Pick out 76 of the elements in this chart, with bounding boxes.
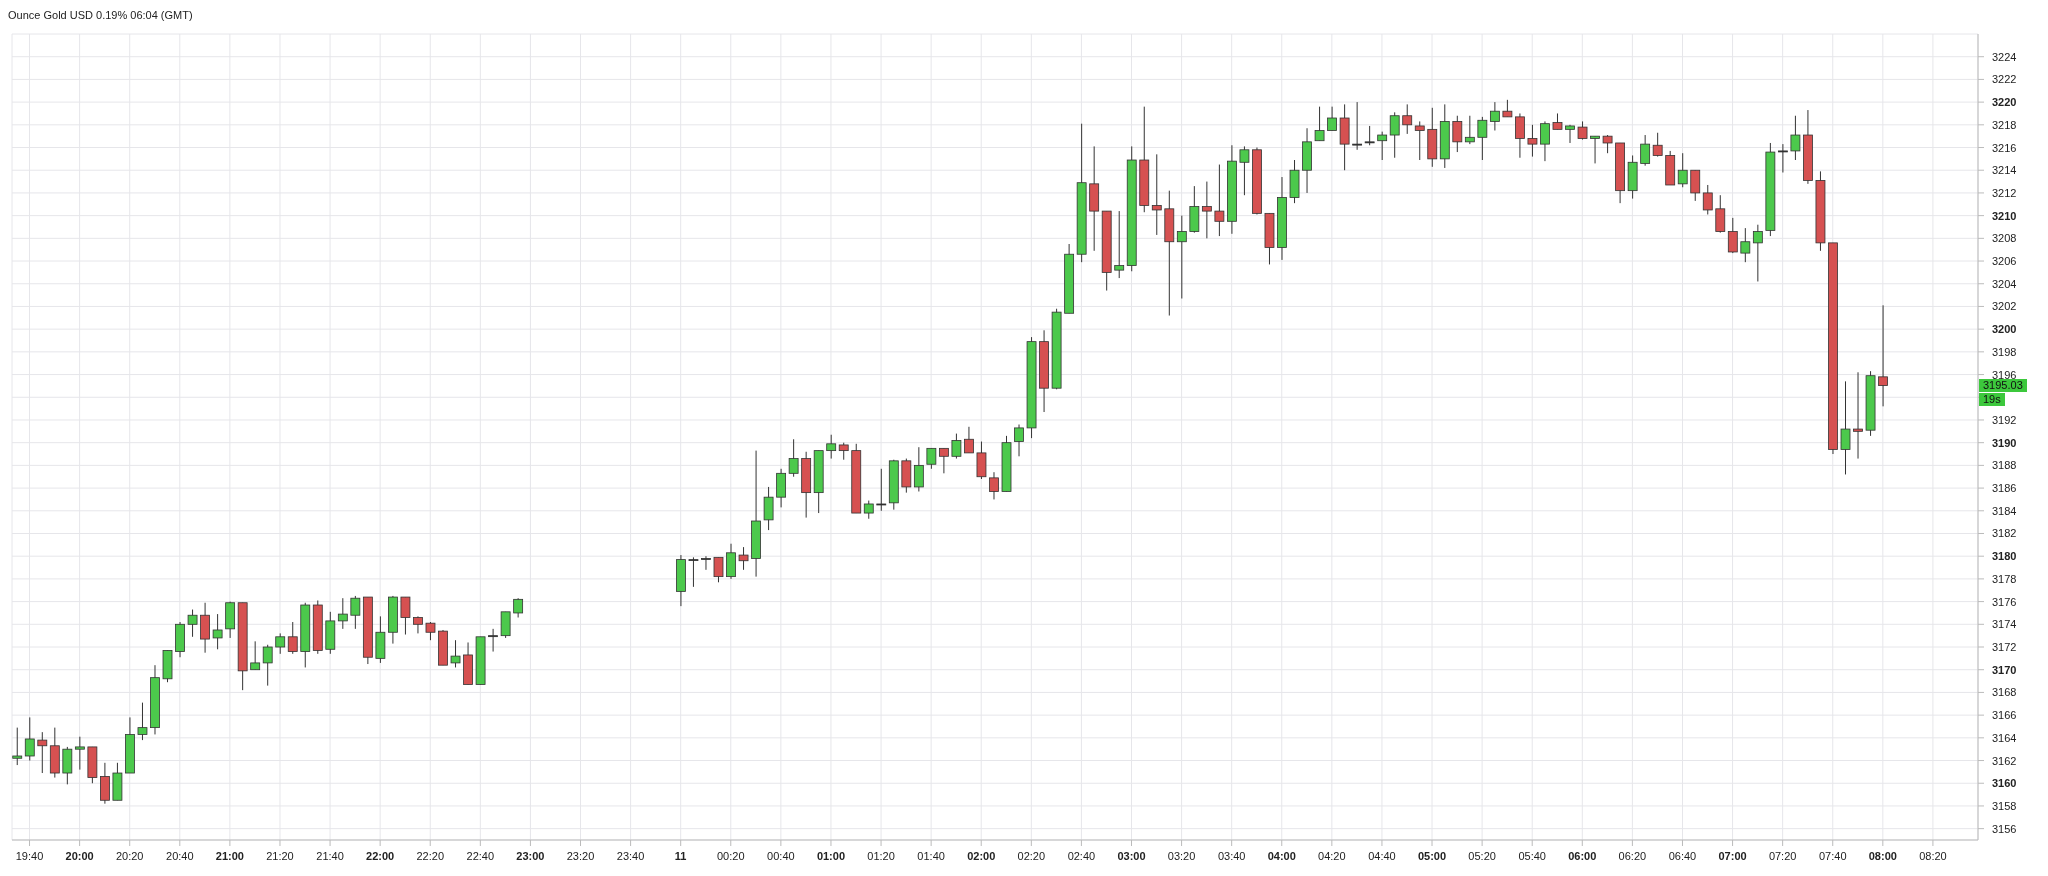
y-tick-label: 3168 [1992,686,2017,699]
x-tick-label: 20:40 [166,850,194,862]
x-tick-label: 21:20 [266,850,294,862]
x-tick-label: 08:20 [1919,850,1947,862]
y-tick-label: 3158 [1992,799,2017,812]
x-tick-label: 01:40 [917,850,945,862]
x-tick-label: 11 [674,850,687,862]
y-tick-label: 3174 [1992,618,2017,631]
x-tick-label: 20:20 [115,850,144,862]
x-tick-label: 07:40 [1818,850,1847,862]
x-tick-label: 03:40 [1217,850,1246,862]
x-tick-label: 06:20 [1618,850,1647,862]
x-tick-label: 03:20 [1167,850,1196,862]
y-tick-label: 3188 [1992,459,2017,472]
x-tick-label: 22:20 [416,850,445,862]
y-tick-label: 3200 [1992,323,2017,336]
y-tick-label: 3184 [1992,504,2017,517]
text: 3195.03 [1979,378,2027,392]
y-tick-label: 3190 [1992,436,2017,449]
y-tick-label: 3224 [1992,50,2017,63]
x-tick-label: 23:00 [516,850,545,862]
x-tick-label: 00:20 [717,850,745,862]
x-tick-label: 07:00 [1718,850,1747,862]
y-tick-label: 3172 [1992,641,2017,654]
y-tick-label: 3216 [1992,141,2017,154]
x-tick-label: 02:20 [1017,850,1046,862]
y-tick-label: 3156 [1992,822,2017,835]
x-tick-label: 04:00 [1267,850,1296,862]
x-tick-label: 02:00 [967,850,996,862]
x-tick-label: 19:40 [15,850,44,862]
x-tick-label: 00:40 [767,850,795,862]
y-tick-label: 3202 [1992,300,2017,313]
text: 19s [1979,392,2005,406]
y-tick-label: 3196 [1992,368,2017,381]
x-tick-label: 06:00 [1568,850,1597,862]
y-tick-label: 3162 [1992,754,2017,767]
x-tick-label: 08:00 [1868,850,1897,862]
x-tick-label: 04:40 [1368,850,1396,862]
x-tick-label: 22:00 [366,850,395,862]
x-tick-label: 23:20 [566,850,595,862]
x-tick-label: 22:40 [466,850,495,862]
y-tick-label: 3212 [1992,186,2017,199]
y-tick-label: 3176 [1992,595,2017,608]
y-tick-label: 3198 [1992,345,2017,358]
chart-title: Ounce Gold USD 0.19% 06:04 (GMT) [8,8,194,22]
x-tick-label: 05:40 [1518,850,1546,862]
x-tick-label: 20:00 [65,850,94,862]
x-tick-label: 03:00 [1117,850,1146,862]
y-tick-label: 3208 [1992,232,2017,245]
x-tick-label: 07:20 [1768,850,1797,862]
x-tick-label: 21:00 [215,850,244,862]
y-tick-label: 3160 [1992,777,2017,790]
y-tick-label: 3218 [1992,118,2017,131]
y-tick-label: 3210 [1992,209,2017,222]
y-tick-label: 3220 [1992,96,2017,109]
y-tick-label: 3214 [1992,164,2017,177]
x-tick-label: 02:40 [1067,850,1096,862]
x-tick-label: 04:20 [1318,850,1346,862]
y-tick-label: 3178 [1992,572,2017,585]
y-tick-label: 3192 [1992,413,2017,426]
y-tick-label: 3170 [1992,663,2017,676]
x-tick-label: 01:00 [816,850,846,862]
y-tick-label: 3166 [1992,709,2017,722]
x-tick-label: 21:40 [316,850,344,862]
y-tick-label: 3164 [1992,731,2017,744]
y-tick-label: 3180 [1992,550,2017,563]
y-tick-label: 3206 [1992,255,2017,268]
x-tick-label: 06:40 [1668,850,1697,862]
x-tick-label: 05:00 [1417,850,1447,862]
y-tick-label: 3186 [1992,482,2017,495]
x-tick-label: 05:20 [1468,850,1496,862]
x-tick-label: 23:40 [616,850,645,862]
y-tick-label: 3222 [1992,73,2017,86]
y-tick-label: 3204 [1992,277,2017,290]
y-tick-label: 3182 [1992,527,2017,540]
x-tick-label: 01:20 [867,850,895,862]
